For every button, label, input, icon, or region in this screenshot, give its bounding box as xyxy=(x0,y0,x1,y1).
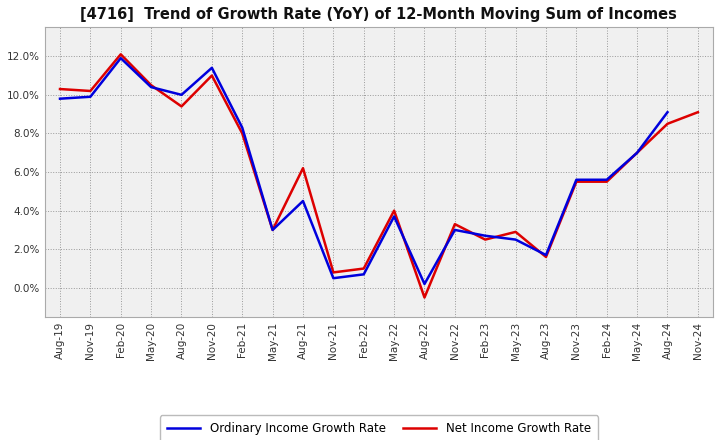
Ordinary Income Growth Rate xyxy=(329,275,338,281)
Ordinary Income Growth Rate xyxy=(420,281,429,286)
Ordinary Income Growth Rate xyxy=(86,94,95,99)
Net Income Growth Rate xyxy=(299,165,307,171)
Ordinary Income Growth Rate xyxy=(177,92,186,98)
Legend: Ordinary Income Growth Rate, Net Income Growth Rate: Ordinary Income Growth Rate, Net Income … xyxy=(160,415,598,440)
Title: [4716]  Trend of Growth Rate (YoY) of 12-Month Moving Sum of Incomes: [4716] Trend of Growth Rate (YoY) of 12-… xyxy=(81,7,678,22)
Net Income Growth Rate xyxy=(481,237,490,242)
Line: Net Income Growth Rate: Net Income Growth Rate xyxy=(60,54,698,297)
Ordinary Income Growth Rate xyxy=(603,177,611,183)
Ordinary Income Growth Rate xyxy=(147,84,156,90)
Ordinary Income Growth Rate xyxy=(633,150,642,155)
Ordinary Income Growth Rate xyxy=(359,271,368,277)
Net Income Growth Rate xyxy=(572,179,581,184)
Ordinary Income Growth Rate xyxy=(299,198,307,204)
Net Income Growth Rate xyxy=(86,88,95,94)
Net Income Growth Rate xyxy=(633,150,642,155)
Ordinary Income Growth Rate xyxy=(511,237,520,242)
Net Income Growth Rate xyxy=(177,104,186,109)
Ordinary Income Growth Rate xyxy=(238,125,246,130)
Ordinary Income Growth Rate xyxy=(55,96,64,101)
Ordinary Income Growth Rate xyxy=(663,110,672,115)
Net Income Growth Rate xyxy=(329,270,338,275)
Ordinary Income Growth Rate xyxy=(481,233,490,238)
Net Income Growth Rate xyxy=(511,229,520,235)
Net Income Growth Rate xyxy=(451,221,459,227)
Net Income Growth Rate xyxy=(693,110,702,115)
Ordinary Income Growth Rate xyxy=(207,65,216,70)
Net Income Growth Rate xyxy=(420,295,429,300)
Net Income Growth Rate xyxy=(390,208,398,213)
Ordinary Income Growth Rate xyxy=(117,55,125,61)
Net Income Growth Rate xyxy=(117,51,125,57)
Net Income Growth Rate xyxy=(147,83,156,88)
Net Income Growth Rate xyxy=(541,254,550,260)
Net Income Growth Rate xyxy=(359,266,368,271)
Net Income Growth Rate xyxy=(603,179,611,184)
Ordinary Income Growth Rate xyxy=(269,227,277,233)
Line: Ordinary Income Growth Rate: Ordinary Income Growth Rate xyxy=(60,58,667,284)
Ordinary Income Growth Rate xyxy=(572,177,581,183)
Net Income Growth Rate xyxy=(269,227,277,233)
Net Income Growth Rate xyxy=(207,73,216,78)
Net Income Growth Rate xyxy=(238,131,246,136)
Ordinary Income Growth Rate xyxy=(390,214,398,219)
Ordinary Income Growth Rate xyxy=(541,253,550,258)
Net Income Growth Rate xyxy=(663,121,672,126)
Ordinary Income Growth Rate xyxy=(451,227,459,233)
Net Income Growth Rate xyxy=(55,86,64,92)
